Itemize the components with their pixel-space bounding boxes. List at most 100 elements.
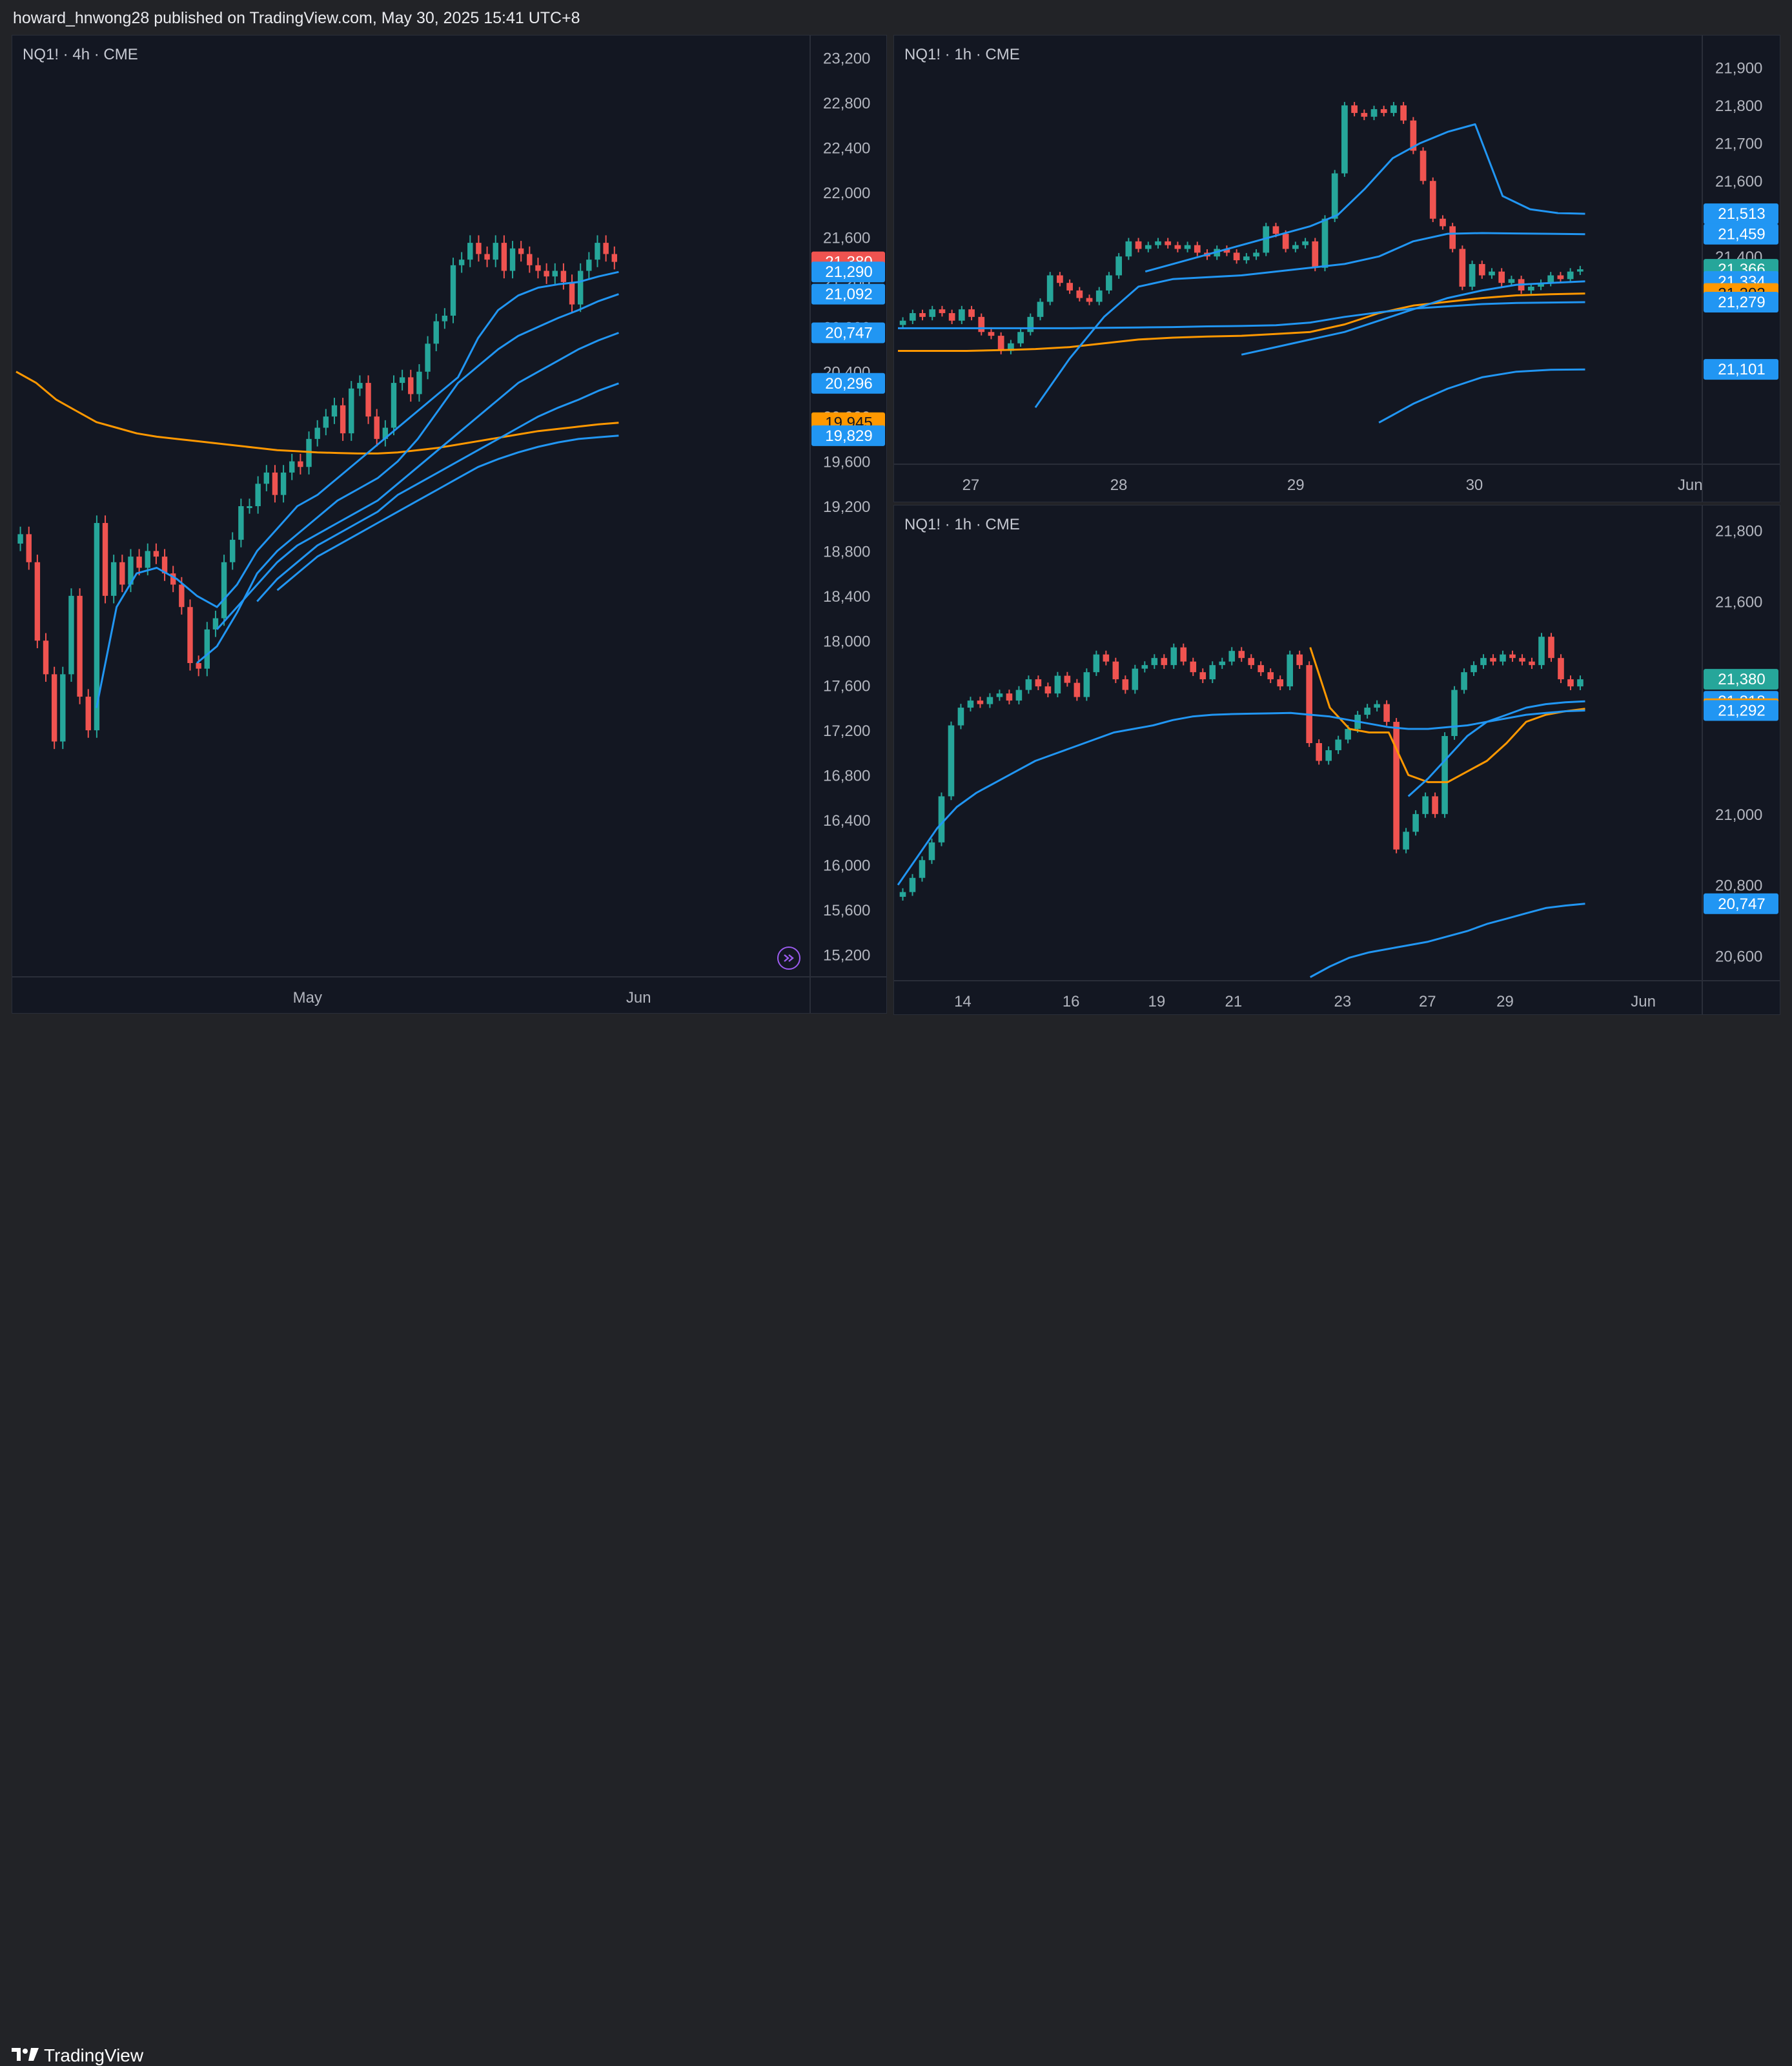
- candle: [1015, 690, 1023, 701]
- chart-panel-top-right[interactable]: NQ1! · 1h · CME 21,40021,50021,60021,700…: [893, 35, 1780, 502]
- candle: [1558, 658, 1564, 680]
- candle: [442, 315, 448, 322]
- candle: [272, 472, 278, 495]
- price-badge-label: 21,101: [1718, 361, 1765, 378]
- y-tick-label: 22,800: [823, 95, 870, 112]
- chart-canvas[interactable]: 21,40021,50021,60021,70021,80021,9002728…: [894, 36, 1780, 502]
- candle: [1112, 661, 1119, 680]
- candle: [1374, 704, 1380, 708]
- candle: [1037, 302, 1044, 317]
- candle: [1074, 682, 1081, 697]
- candle: [170, 573, 176, 585]
- candle: [1180, 647, 1187, 662]
- candle: [145, 551, 150, 568]
- y-tick-label: 22,000: [823, 185, 870, 202]
- candle: [986, 697, 993, 704]
- tradingview-logo-icon[interactable]: [12, 2047, 40, 2062]
- candle: [1383, 704, 1390, 722]
- candle: [996, 693, 1003, 697]
- candle: [1321, 218, 1329, 268]
- candle: [1527, 287, 1534, 291]
- candle: [1095, 290, 1103, 302]
- candle: [1557, 275, 1564, 280]
- y-tick-label: 20,600: [1715, 948, 1762, 966]
- price-badge-label: 19,829: [825, 427, 872, 445]
- candle: [1233, 252, 1240, 261]
- chart-canvas[interactable]: 20,600 20,800 21,000 21,600 21,800 14 16 19 21 23…: [894, 506, 1780, 1015]
- candle: [569, 281, 575, 305]
- price-badge: [1704, 669, 1778, 690]
- candle: [1364, 708, 1370, 715]
- x-tick-label: 27: [1419, 993, 1436, 1010]
- candle: [230, 540, 236, 562]
- candle: [1165, 241, 1172, 245]
- y-tick-label: 21,600: [1715, 593, 1762, 611]
- replay-icon[interactable]: [777, 946, 800, 970]
- candle: [948, 312, 955, 321]
- chart-title: NQ1! · 1h · CME: [904, 46, 1020, 63]
- candle: [1209, 665, 1216, 680]
- candle: [298, 461, 303, 467]
- candle: [196, 663, 201, 669]
- candle: [1282, 234, 1289, 249]
- y-tick-label: 21,600: [823, 229, 870, 247]
- candle: [1390, 105, 1397, 113]
- candle: [1267, 672, 1274, 680]
- candle: [527, 254, 533, 265]
- candle: [77, 595, 83, 697]
- x-tick-label: 23: [1334, 993, 1352, 1010]
- candle: [1480, 658, 1487, 666]
- candle: [978, 316, 985, 332]
- x-tick-label: Jun: [1678, 476, 1703, 494]
- price-badge-label: 21,513: [1718, 205, 1765, 223]
- candle: [1135, 241, 1142, 249]
- candle: [1151, 658, 1158, 666]
- candle: [204, 629, 210, 669]
- candle: [102, 523, 108, 596]
- candle: [1576, 269, 1583, 272]
- candle: [1489, 271, 1495, 276]
- price-badge-label: 21,380: [1718, 671, 1765, 688]
- candle: [1057, 275, 1063, 283]
- candle: [948, 725, 955, 797]
- candle: [1420, 150, 1427, 181]
- x-tick-label: Jun: [1631, 993, 1656, 1010]
- y-tick-label: 21,000: [1715, 806, 1762, 824]
- candle: [1345, 729, 1351, 740]
- chart-canvas[interactable]: 15,200 15,600 16,000 16,400 16,800 17,200 17,6…: [12, 36, 887, 1014]
- candle: [977, 701, 984, 704]
- candle: [34, 562, 41, 641]
- price-badge-label: 20,747: [1718, 895, 1765, 913]
- y-tick-label: 23,200: [823, 50, 870, 68]
- chart-panel-left[interactable]: NQ1! · 4h · CME 15,200 15,600 16,000 16,400…: [12, 35, 887, 1014]
- price-axis: [810, 36, 886, 1013]
- candle: [408, 377, 414, 394]
- y-tick-label: 19,600: [823, 454, 870, 471]
- candle: [450, 265, 456, 316]
- x-tick-label: 19: [1148, 993, 1166, 1010]
- candle: [280, 472, 287, 495]
- candle: [544, 271, 549, 277]
- x-tick-label: 16: [1063, 993, 1080, 1010]
- candle: [928, 842, 935, 861]
- candle: [1422, 796, 1429, 814]
- candle: [988, 332, 995, 336]
- x-tick-label: 21: [1225, 993, 1242, 1010]
- moving-average-line: [95, 271, 619, 708]
- candle: [1471, 665, 1477, 673]
- price-badge-label: 21,459: [1718, 226, 1765, 243]
- y-tick-label: 18,800: [823, 543, 870, 560]
- candle: [1054, 675, 1061, 694]
- candle: [1429, 181, 1436, 219]
- candle: [1361, 112, 1368, 117]
- chart-title: NQ1! · 4h · CME: [23, 46, 138, 63]
- candle: [1170, 647, 1177, 666]
- moving-average-line: [897, 710, 1585, 886]
- candle: [518, 248, 524, 254]
- brand-name[interactable]: TradingView: [44, 2045, 144, 2065]
- price-badge: [1704, 292, 1778, 313]
- candle: [1567, 679, 1574, 687]
- candle: [1400, 105, 1407, 121]
- candle: [1008, 343, 1014, 351]
- chart-panel-bottom-right[interactable]: NQ1! · 1h · CME 20,600 20,800 21,000 21,600…: [893, 505, 1780, 1015]
